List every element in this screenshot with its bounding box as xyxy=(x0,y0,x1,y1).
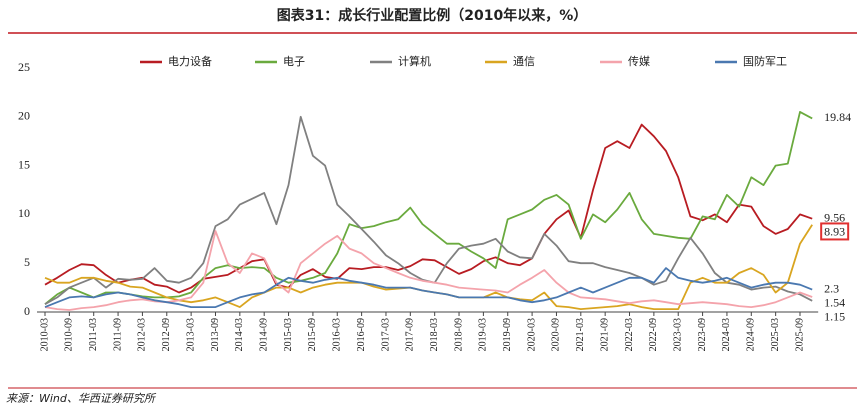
y-tick-label: 5 xyxy=(24,255,30,269)
x-tick-label: 2015-03 xyxy=(283,318,294,351)
x-tick-label: 2022-03 xyxy=(624,318,635,351)
y-tick-label: 15 xyxy=(18,157,30,171)
x-tick-label: 2010-09 xyxy=(64,318,75,351)
x-tick-label: 2020-03 xyxy=(526,318,537,351)
legend-label: 电子 xyxy=(283,55,305,68)
x-tick-label: 2019-03 xyxy=(478,318,489,351)
x-tick-label: 2022-09 xyxy=(648,318,659,351)
end-value-label: 2.3 xyxy=(824,281,839,295)
source: 来源：Wind、华西证券研究所 xyxy=(6,392,157,405)
legend-label: 传媒 xyxy=(628,55,650,68)
x-tick-label: 2018-03 xyxy=(429,318,440,351)
x-tick-label: 2021-09 xyxy=(599,318,610,351)
end-value-label: 8.93 xyxy=(824,224,845,238)
series-line xyxy=(44,123,813,294)
x-tick-label: 2019-09 xyxy=(502,318,513,351)
y-tick-label: 0 xyxy=(24,304,30,318)
x-tick-label: 2023-09 xyxy=(697,318,708,351)
x-tick-label: 2013-03 xyxy=(185,318,196,351)
x-tick-label: 2018-09 xyxy=(453,318,464,351)
x-tick-label: 2017-09 xyxy=(405,318,416,351)
end-value-label: 19.84 xyxy=(824,110,851,124)
label-highlight xyxy=(820,222,850,241)
series-line xyxy=(44,115,813,305)
legend-label: 计算机 xyxy=(398,54,431,68)
end-value-label: 1.15 xyxy=(824,309,845,323)
x-tick-label: 2021-03 xyxy=(575,318,586,351)
series-line xyxy=(44,230,813,311)
series-line xyxy=(44,267,813,308)
x-tick-label: 2023-03 xyxy=(673,318,684,351)
end-value-label: 9.56 xyxy=(824,210,845,224)
x-tick-label: 2011-03 xyxy=(88,318,99,351)
x-tick-label: 2024-09 xyxy=(746,318,757,351)
legend-label: 电力设备 xyxy=(168,54,212,68)
chart-title: 图表31：成长行业配置比例（2010年以来，%） xyxy=(277,7,587,24)
y-tick-label: 10 xyxy=(18,206,30,220)
series-line xyxy=(44,224,813,310)
x-tick-label: 2015-09 xyxy=(307,318,318,351)
end-value-label: 1.54 xyxy=(824,295,845,309)
x-tick-label: 2016-03 xyxy=(332,318,343,351)
x-tick-label: 2014-09 xyxy=(258,318,269,351)
y-tick-label: 20 xyxy=(18,109,30,123)
x-tick-label: 2024-03 xyxy=(721,318,732,351)
y-tick-label: 25 xyxy=(18,60,30,74)
legend-label: 国防军工 xyxy=(743,54,787,68)
series-line xyxy=(44,111,813,305)
x-tick-label: 2017-03 xyxy=(380,318,391,351)
x-tick-label: 2012-09 xyxy=(161,318,172,351)
legend-label: 通信 xyxy=(513,55,535,68)
x-tick-label: 2011-09 xyxy=(112,318,123,351)
x-tick-label: 2025-09 xyxy=(794,318,805,351)
x-tick-label: 2020-09 xyxy=(551,318,562,351)
x-tick-label: 2010-03 xyxy=(39,318,50,351)
x-tick-label: 2016-09 xyxy=(356,318,367,351)
x-tick-label: 2013-09 xyxy=(210,318,221,351)
x-tick-label: 2025-03 xyxy=(770,318,781,351)
x-tick-label: 2014-03 xyxy=(234,318,245,351)
x-tick-label: 2012-03 xyxy=(137,318,148,351)
